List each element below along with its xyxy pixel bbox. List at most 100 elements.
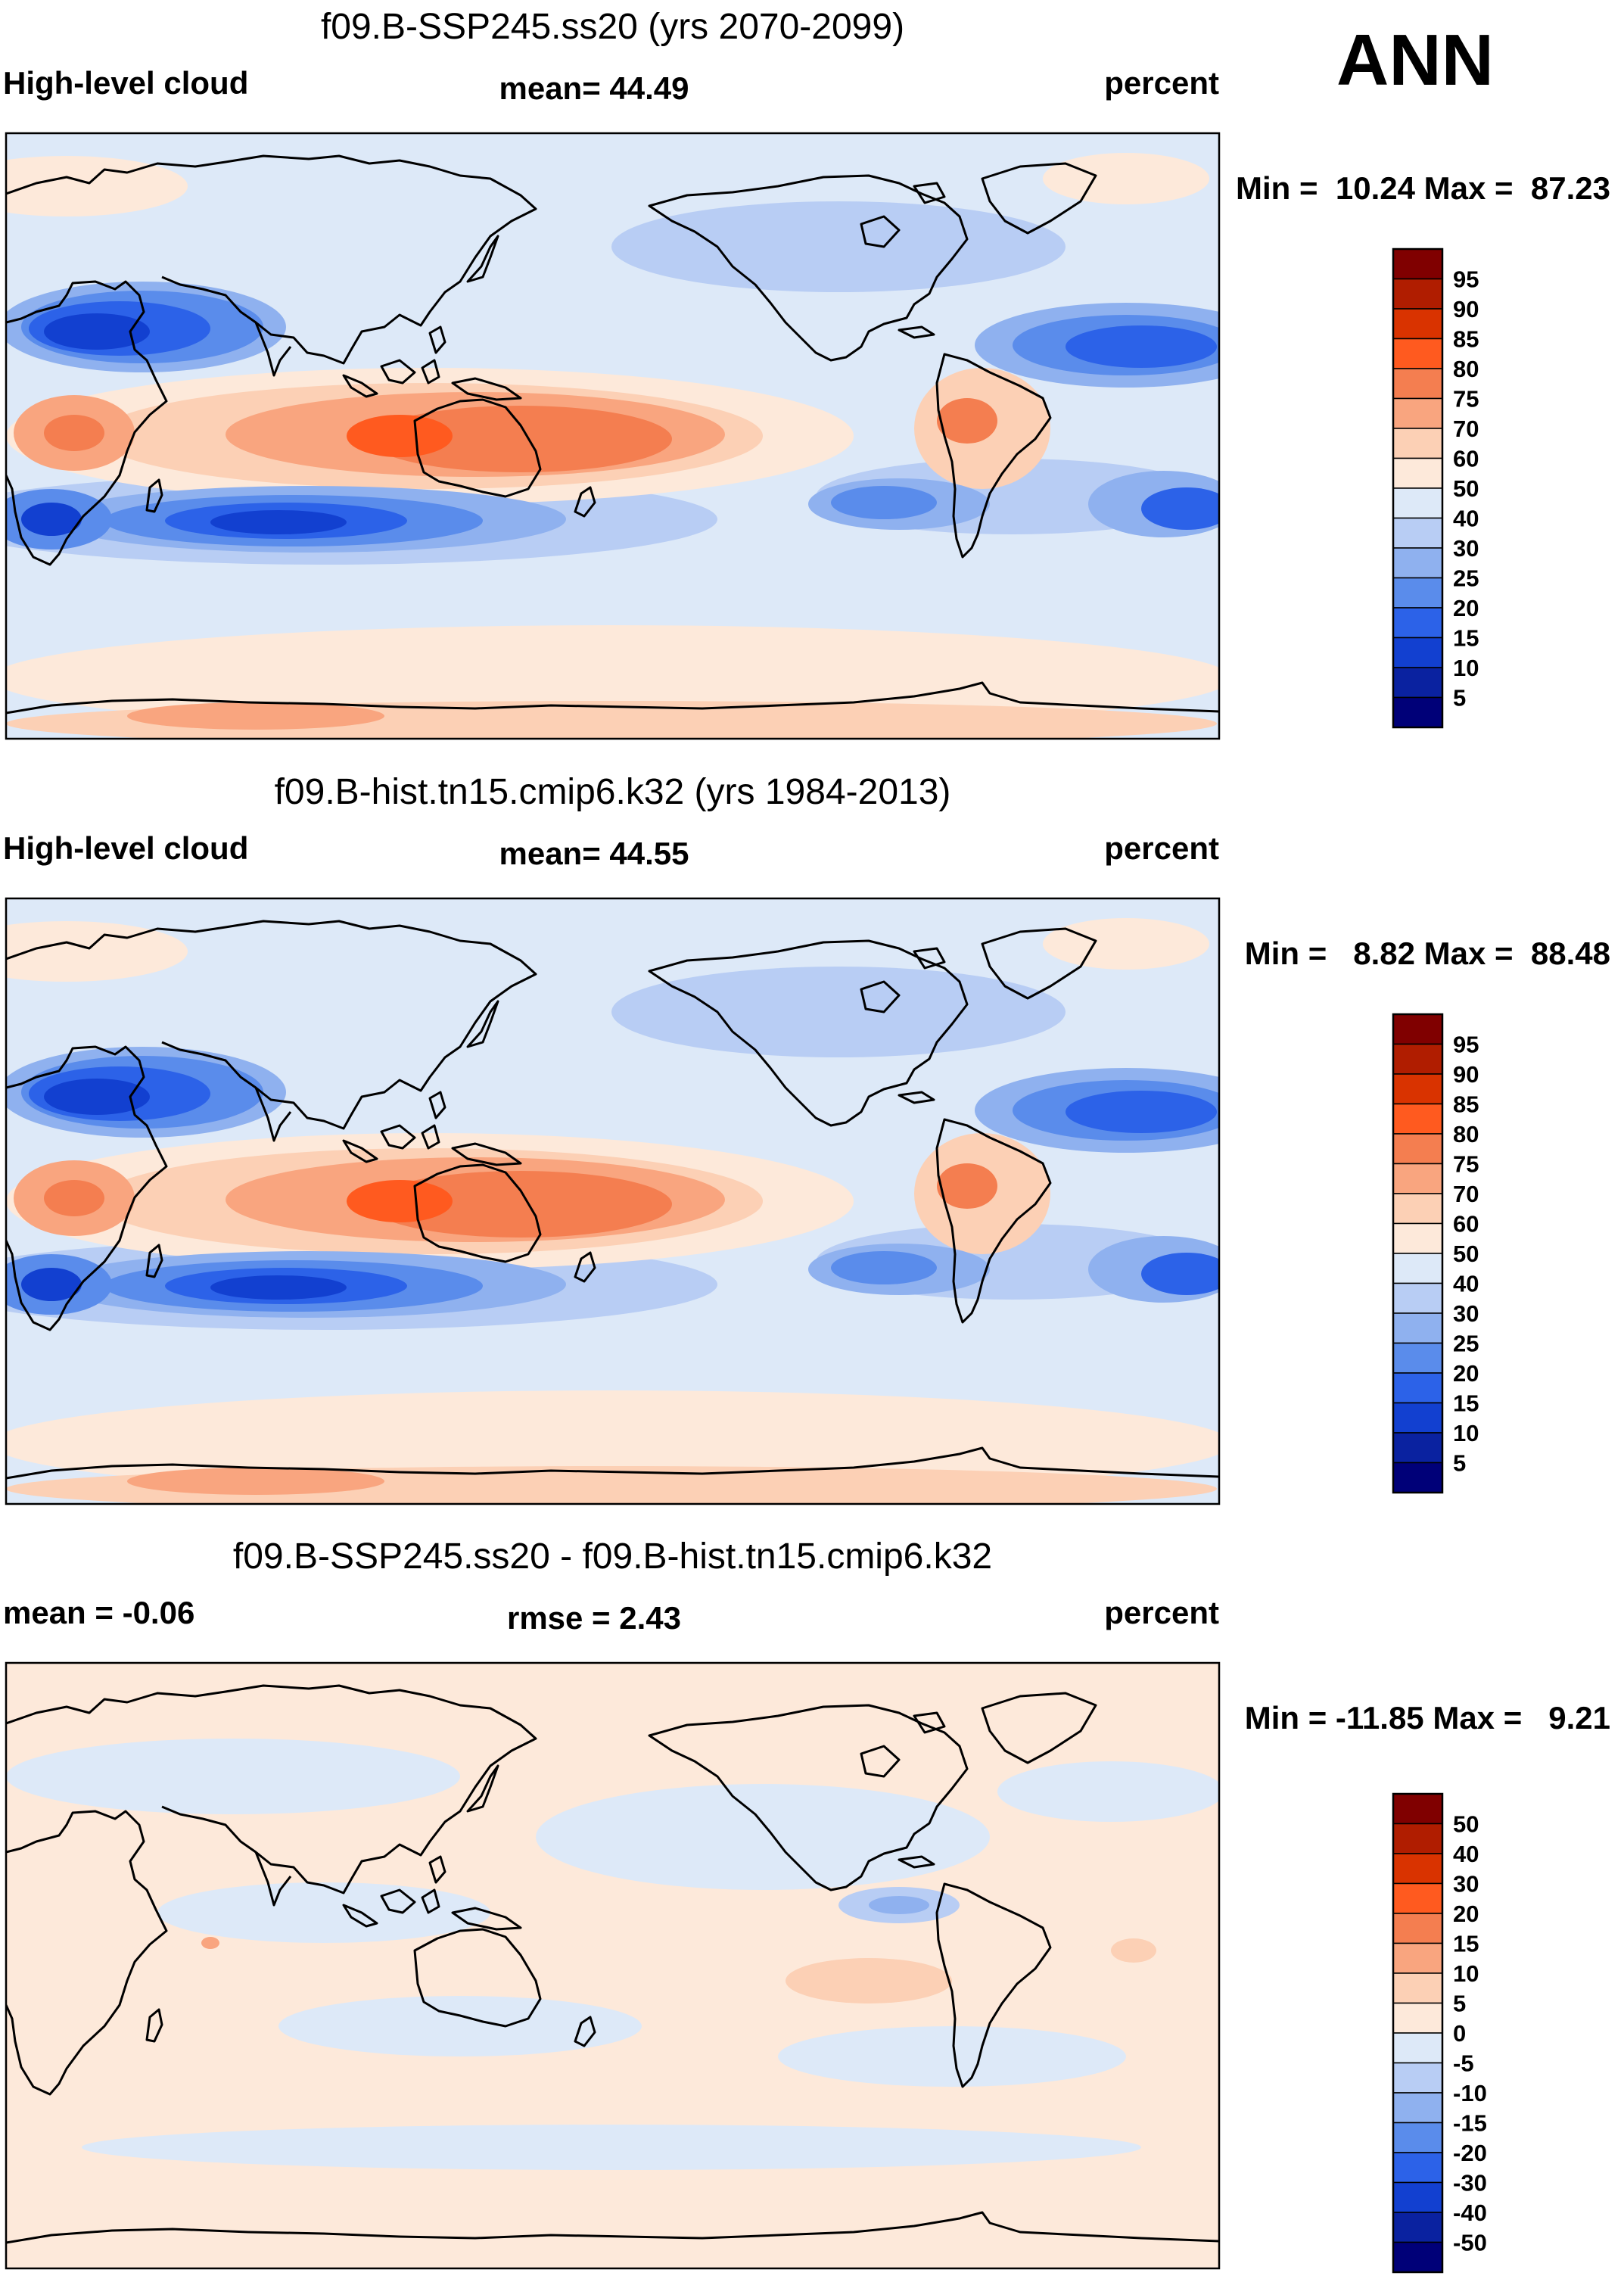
colorbar-tick-label: 75 xyxy=(1453,1151,1479,1178)
colorbar-swatch xyxy=(1392,1342,1443,1374)
field-contour xyxy=(127,1468,384,1495)
colorbar-tick-label: 80 xyxy=(1453,1121,1479,1147)
colorbar-swatch xyxy=(1392,338,1443,369)
colorbar-tick-label: 85 xyxy=(1453,326,1479,353)
colorbar-swatch xyxy=(1392,667,1443,699)
colorbar-swatch xyxy=(1392,1073,1443,1105)
colorbar-swatch xyxy=(1392,1222,1443,1254)
colorbar-tick-label: 10 xyxy=(1453,655,1479,681)
field-contour xyxy=(1141,1253,1219,1295)
panel-center-label: mean= 44.55 xyxy=(499,836,689,871)
colorbar-swatch xyxy=(1392,2122,1443,2153)
colorbar-tick-label: 85 xyxy=(1453,1091,1479,1118)
colorbar-tick-label: 5 xyxy=(1453,1450,1466,1477)
field-contour xyxy=(82,2125,1141,2170)
colorbar-frame xyxy=(1392,1013,1444,1494)
colorbar-tick-label: 0 xyxy=(1453,2020,1466,2047)
colorbar-tick-label: 20 xyxy=(1453,1901,1479,1927)
colorbar-swatch xyxy=(1392,1823,1443,1854)
colorbar-tick-label: 50 xyxy=(1453,475,1479,502)
colorbar-tick-label: 10 xyxy=(1453,1960,1479,1987)
map-frame xyxy=(5,132,1221,740)
colorbar-tick-label: 90 xyxy=(1453,296,1479,322)
colorbar-tick-label: -40 xyxy=(1453,2200,1487,2226)
colorbar-swatch xyxy=(1392,1793,1443,1825)
colorbar-swatch xyxy=(1392,1942,1443,1974)
colorbar-swatch xyxy=(1392,1312,1443,1344)
panel-min-max: Min = -11.85 Max = 9.21 xyxy=(1245,1700,1610,1736)
field-contour xyxy=(369,406,672,472)
field-contour xyxy=(21,1268,82,1301)
colorbar-tick-label: -20 xyxy=(1453,2140,1487,2166)
field-contour xyxy=(1043,918,1209,970)
panel-1: f09.B-SSP245.ss20 (yrs 2070-2099) High-le… xyxy=(3,7,1610,740)
season-label: ANN xyxy=(1336,20,1494,101)
colorbar-swatch xyxy=(1392,517,1443,549)
field-contour xyxy=(210,1275,347,1300)
colorbar-swatch xyxy=(1392,2181,1443,2213)
colorbar-tick-label: 30 xyxy=(1453,1871,1479,1898)
colorbar-tick-label: 25 xyxy=(1453,565,1479,592)
colorbar-tick-label: -50 xyxy=(1453,2230,1487,2256)
field-contour xyxy=(44,1180,104,1216)
colorbar-swatch xyxy=(1392,2241,1443,2273)
field-contour xyxy=(536,1784,990,1890)
colorbar-tick-label: 50 xyxy=(1453,1811,1479,1838)
colorbar-tick-label: -30 xyxy=(1453,2170,1487,2196)
colorbar-swatch xyxy=(1392,1043,1443,1075)
panels: f09.B-SSP245.ss20 (yrs 2070-2099) High-le… xyxy=(3,7,1610,2274)
colorbar-tick-label: 30 xyxy=(1453,535,1479,562)
panel-units-label: percent xyxy=(1104,65,1219,101)
colorbar-tick-label: 5 xyxy=(1453,685,1466,711)
colorbar-swatch xyxy=(1392,457,1443,489)
colorbar: 95 90 85 80 75 70 60 50 40 30 25 20 15 10 5 xyxy=(1392,248,1479,729)
field-contour xyxy=(1111,1938,1156,1963)
colorbar-tick-label: 25 xyxy=(1453,1331,1479,1357)
field-contour xyxy=(611,201,1066,292)
field-contour xyxy=(127,702,384,730)
colorbar-swatch xyxy=(1392,1913,1443,1944)
colorbar-tick-label: 50 xyxy=(1453,1241,1479,1267)
field-contour xyxy=(1043,153,1209,204)
colorbar-tick-label: 10 xyxy=(1453,1420,1479,1446)
contour-field xyxy=(6,898,1219,1504)
colorbar-tick-label: 95 xyxy=(1453,266,1479,293)
field-contour xyxy=(831,1251,937,1284)
field-contour xyxy=(21,503,82,536)
colorbar-swatch xyxy=(1392,1103,1443,1135)
colorbar-swatch xyxy=(1392,1432,1443,1464)
field-contour xyxy=(210,510,347,534)
field-contour xyxy=(157,1882,490,1943)
field-contour xyxy=(44,1079,150,1115)
map-frame xyxy=(5,897,1221,1505)
colorbar-swatch xyxy=(1392,2062,1443,2094)
colorbar-swatch xyxy=(1392,2212,1443,2243)
colorbar-tick-label: 15 xyxy=(1453,625,1479,652)
panel-title: f09.B-SSP245.ss20 (yrs 2070-2099) xyxy=(321,7,904,47)
field-contour xyxy=(1066,325,1217,368)
contour-field xyxy=(6,1663,1219,2268)
colorbar-swatch xyxy=(1392,637,1443,668)
colorbar-tick-label: 20 xyxy=(1453,1360,1479,1387)
colorbar-swatch xyxy=(1392,428,1443,459)
panel-3: f09.B-SSP245.ss20 - f09.B-hist.tn15.cmip… xyxy=(3,1536,1610,2274)
colorbar-swatch xyxy=(1392,577,1443,609)
panel-center-label: rmse = 2.43 xyxy=(507,1600,681,1636)
colorbar-swatch xyxy=(1392,2032,1443,2064)
colorbar-tick-label: 20 xyxy=(1453,595,1479,621)
map-plot xyxy=(5,1661,1221,2270)
field-contour xyxy=(937,1163,997,1209)
colorbar-swatch xyxy=(1392,2092,1443,2124)
colorbar-swatch xyxy=(1392,1882,1443,1914)
colorbar-swatch xyxy=(1392,308,1443,340)
colorbar-tick-label: -10 xyxy=(1453,2080,1487,2106)
colorbar-frame xyxy=(1392,248,1444,729)
colorbar-tick-label: 40 xyxy=(1453,506,1479,532)
colorbar-swatch xyxy=(1392,547,1443,579)
colorbar-swatch xyxy=(1392,1013,1443,1045)
colorbar-swatch xyxy=(1392,1972,1443,2004)
colorbar-tick-label: 70 xyxy=(1453,1181,1479,1207)
colorbar-swatch xyxy=(1392,696,1443,728)
colorbar-tick-label: -5 xyxy=(1453,2050,1474,2077)
